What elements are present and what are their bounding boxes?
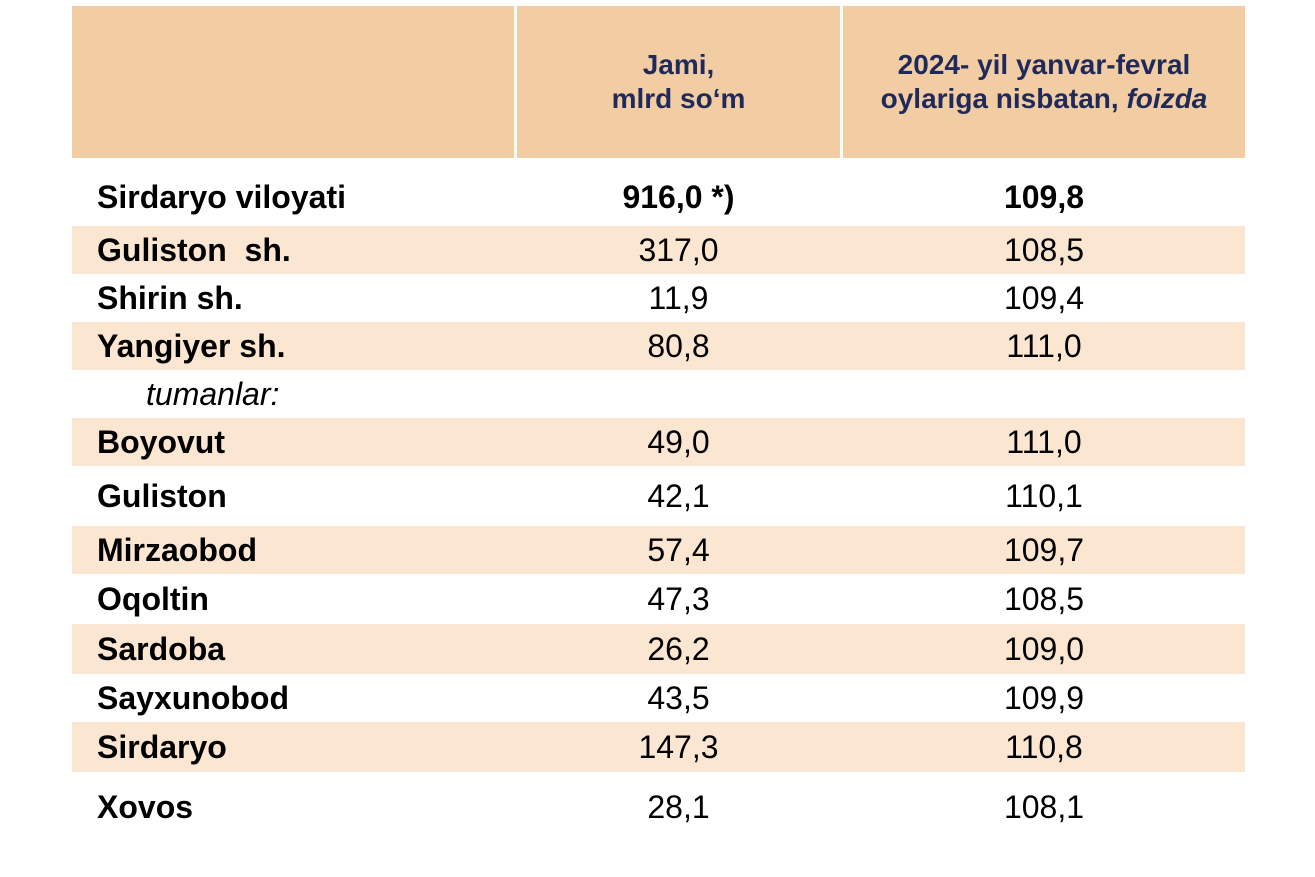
- row-total: 11,9: [648, 279, 709, 316]
- statistics-table: Jami, mlrd so‘m 2024- yil yanvar-fevral …: [72, 6, 1245, 825]
- table-row: Yangiyer sh. 80,8 111,0: [72, 322, 1245, 370]
- row-total: 28,1: [647, 788, 710, 825]
- table-row: Boyovut 49,0 111,0: [72, 418, 1245, 466]
- row-total: 49,0: [647, 423, 710, 460]
- row-total: 57,4: [647, 531, 710, 568]
- header-region-cell: [72, 6, 514, 158]
- row-percent: 108,1: [1003, 788, 1085, 825]
- row-total: 147,3: [638, 728, 719, 765]
- row-total: 916,0 *): [622, 178, 735, 215]
- table-header: Jami, mlrd so‘m 2024- yil yanvar-fevral …: [72, 6, 1245, 158]
- table-row: Guliston 42,1 110,1: [72, 466, 1245, 526]
- table-row: Sardoba 26,2 109,0: [72, 624, 1245, 674]
- header-percent-line1: 2024- yil yanvar-fevral: [897, 49, 1191, 80]
- row-percent: 108,5: [1003, 231, 1085, 268]
- header-total-cell: Jami, mlrd so‘m: [517, 6, 840, 158]
- row-subheading: tumanlar:: [146, 375, 280, 412]
- row-percent: 109,7: [1003, 531, 1085, 568]
- row-percent: 109,9: [1003, 679, 1085, 716]
- row-total: 80,8: [647, 327, 710, 364]
- table-row: Sayxunobod 43,5 109,9: [72, 674, 1245, 722]
- table-row: Guliston sh. 317,0 108,5: [72, 226, 1245, 274]
- row-percent: [843, 370, 1245, 418]
- row-name: Boyovut: [97, 423, 225, 460]
- row-percent: 109,0: [1003, 630, 1085, 667]
- row-total: 26,2: [647, 630, 710, 667]
- row-total: [517, 370, 840, 418]
- header-percent-cell: 2024- yil yanvar-fevral oylariga nisbata…: [843, 6, 1245, 158]
- header-total-line1: Jami,: [642, 49, 715, 80]
- row-name: Mirzaobod: [97, 531, 257, 568]
- row-percent: 111,0: [1006, 423, 1082, 460]
- row-percent: 109,4: [1003, 279, 1085, 316]
- row-name: Oqoltin: [97, 580, 209, 617]
- row-name: Xovos: [97, 788, 194, 825]
- table-row-subheading: tumanlar:: [72, 370, 1245, 418]
- row-name: Shirin sh.: [97, 279, 243, 316]
- row-name: Yangiyer sh.: [97, 327, 286, 364]
- row-total: 47,3: [647, 580, 710, 617]
- table-row: Xovos 28,1 108,1: [72, 772, 1245, 842]
- row-total: 43,5: [647, 679, 710, 716]
- table-row-region-total: Sirdaryo viloyati 916,0 *) 109,8: [72, 164, 1245, 230]
- header-percent-unit: foizda: [1126, 83, 1208, 114]
- row-name: Sirdaryo: [97, 728, 227, 765]
- table-row: Oqoltin 47,3 108,5: [72, 574, 1245, 624]
- row-percent: 111,0: [1006, 327, 1082, 364]
- row-percent: 110,8: [1005, 728, 1083, 765]
- row-name: Guliston sh.: [97, 231, 291, 268]
- table-row: Mirzaobod 57,4 109,7: [72, 526, 1245, 574]
- table-row: Shirin sh. 11,9 109,4: [72, 274, 1245, 322]
- row-name: Sirdaryo viloyati: [97, 178, 346, 215]
- table-row: Sirdaryo 147,3 110,8: [72, 722, 1245, 772]
- row-percent: 109,8: [1003, 178, 1085, 215]
- row-name: Sardoba: [97, 630, 226, 667]
- row-total: 317,0: [638, 231, 719, 268]
- header-total-line2: mlrd so‘m: [611, 83, 746, 114]
- row-percent: 108,5: [1003, 580, 1085, 617]
- row-percent: 110,1: [1005, 477, 1083, 514]
- header-percent-line2: oylariga nisbatan, foizda: [880, 83, 1208, 114]
- row-name: Guliston: [97, 477, 227, 514]
- row-total: 42,1: [647, 477, 710, 514]
- row-name: Sayxunobod: [97, 679, 290, 716]
